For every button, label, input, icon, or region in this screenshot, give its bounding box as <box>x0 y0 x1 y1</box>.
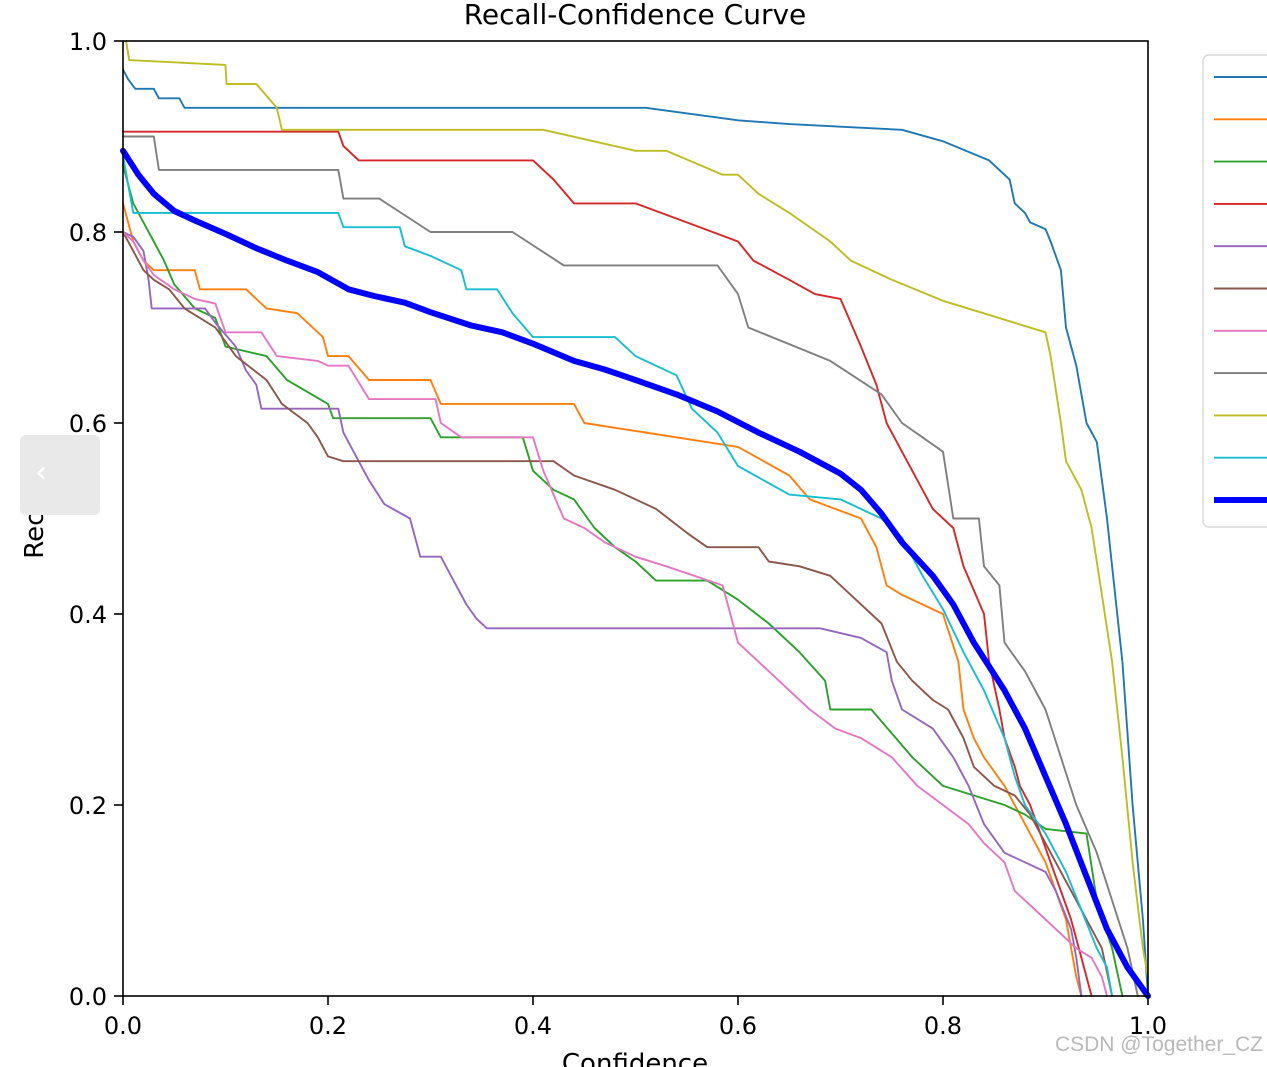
y-tick-label: 0.4 <box>69 601 107 629</box>
series-line-4 <box>122 130 1093 997</box>
series-line-8 <box>122 135 1139 997</box>
watermark: CSDN @Together_CZ <box>1054 1033 1263 1056</box>
plot-series <box>120 40 1151 999</box>
x-axis-ticks: 0.0 0.2 0.4 0.6 0.8 1.0 <box>104 996 1167 1040</box>
series-line-9 <box>125 40 1149 978</box>
series-line-11 <box>120 147 1151 999</box>
x-tick-label: 0.6 <box>719 1012 757 1040</box>
y-tick-label: 0.0 <box>69 983 107 1011</box>
series-line-10 <box>122 154 1114 997</box>
series-line-1 <box>122 68 1149 997</box>
x-tick-label: 0.8 <box>924 1012 962 1040</box>
legend-frame <box>1202 54 1267 528</box>
series-line-6 <box>122 231 1114 997</box>
x-tick-label: 0.0 <box>104 1012 142 1040</box>
x-axis-label: Confidence <box>562 1049 708 1067</box>
y-tick-label: 0.8 <box>69 219 107 247</box>
chevron-left-icon: ‹ <box>35 455 47 490</box>
plot-frame <box>122 40 1149 997</box>
x-tick-label: 0.4 <box>514 1012 552 1040</box>
y-tick-label: 1.0 <box>69 28 107 56</box>
legend <box>1202 54 1267 528</box>
series-line-7 <box>122 231 1108 997</box>
y-axis-ticks: 0.0 0.2 0.4 0.6 0.8 1.0 <box>69 28 123 1011</box>
series-line-2 <box>122 202 1083 997</box>
chart-title: Recall-Confidence Curve <box>464 0 807 31</box>
series-line-3 <box>122 164 1124 997</box>
y-tick-label: 0.2 <box>69 792 107 820</box>
series-line-5 <box>122 231 1083 997</box>
y-tick-label: 0.6 <box>69 410 107 438</box>
x-tick-label: 0.2 <box>309 1012 347 1040</box>
x-tick-label: 1.0 <box>1129 1012 1167 1040</box>
previous-image-button[interactable]: ‹ <box>20 435 100 515</box>
